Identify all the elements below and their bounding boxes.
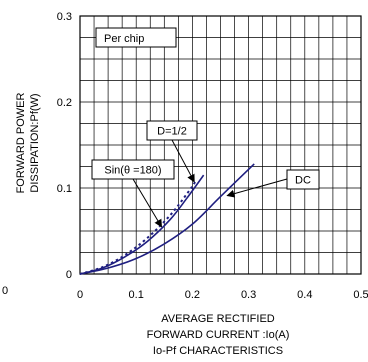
- stray-zero-label: 0: [2, 285, 8, 297]
- callout-d-half: D=1/2: [146, 120, 198, 183]
- tick-labels: 0 0.1 0.2 0.3 0.4 0.5 0 0.1 0.2 0.3: [57, 11, 368, 301]
- y-tick-label: 0.1: [57, 183, 72, 195]
- callout-sine: Sin(θ =180): [91, 159, 175, 228]
- callout-sine-text: Sin(θ =180): [104, 165, 161, 177]
- series-line-sine-180: [79, 174, 205, 275]
- y-axis-title-line-2: DISSIPATION:Pf(W): [29, 93, 41, 192]
- grid-lines: [80, 16, 361, 274]
- series-callouts: D=1/2 Sin(θ =180) DC: [91, 120, 320, 228]
- chart-title: Io-Pf CHARACTERISTICS: [153, 345, 283, 357]
- x-tick-label: 0: [77, 289, 83, 301]
- callout-dc: DC: [226, 169, 320, 198]
- series-line-dc: [79, 163, 255, 275]
- x-tick-label: 0.4: [297, 289, 312, 301]
- callout-sine-arrow: [132, 178, 163, 228]
- x-tick-label: 0.2: [185, 289, 200, 301]
- per-chip-box: Per chip: [95, 27, 177, 48]
- series-layer: [79, 163, 255, 275]
- x-axis-title-line-2: FORWARD CURRENT :Io(A): [147, 329, 290, 341]
- x-axis-title-line-1: AVERAGE RECTIFIED: [161, 313, 275, 325]
- per-chip-label: Per chip: [104, 33, 144, 45]
- callout-d-half-text: D=1/2: [157, 126, 187, 138]
- y-tick-label: 0.3: [57, 11, 72, 23]
- y-tick-label: 0: [66, 269, 72, 281]
- series-line-d-half: [79, 181, 197, 275]
- x-tick-label: 0.3: [241, 289, 256, 301]
- callout-dc-arrow: [226, 178, 288, 198]
- plot-frame: [79, 15, 362, 275]
- callout-d-half-arrow: [171, 139, 195, 183]
- x-tick-label: 0.1: [129, 289, 144, 301]
- x-tick-label: 0.5: [353, 289, 368, 301]
- y-tick-label: 0.2: [57, 97, 72, 109]
- callout-dc-text: DC: [295, 175, 311, 187]
- y-axis-title-line-1: FORWARD POWER: [15, 93, 27, 194]
